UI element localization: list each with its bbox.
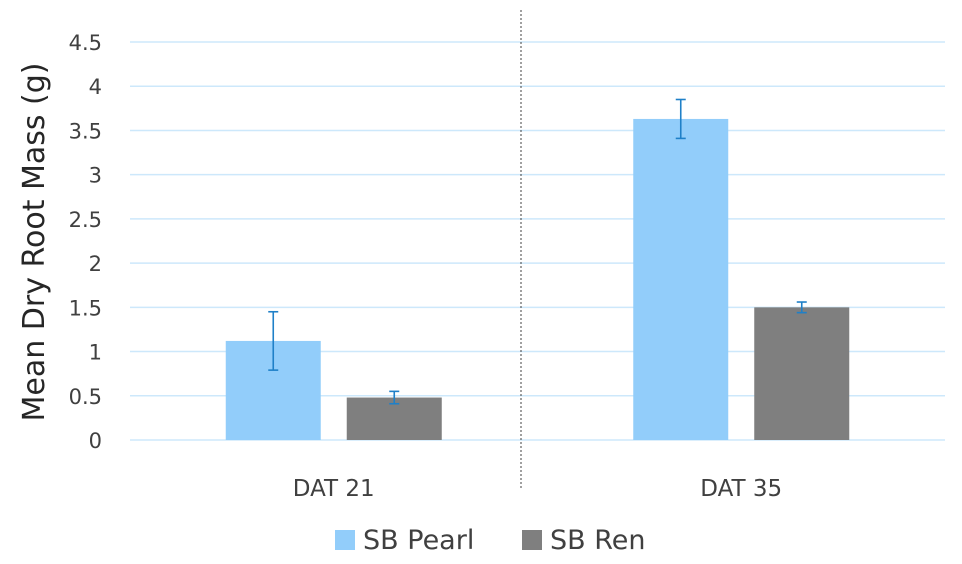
y-tick-label: 2 [89,252,102,276]
legend-label: SB Ren [550,525,646,556]
y-tick-label: 0 [89,429,102,453]
y-tick-label: 3 [89,164,102,188]
bar-sb-pearl-dat-35 [633,118,729,441]
y-tick-label: 1 [89,341,102,365]
error-bars [268,98,807,405]
x-category-label: DAT 35 [700,476,782,502]
y-axis-tick-labels: 0 0.5 1 1.5 2 2.5 3 3.5 4 4.5 [69,31,102,453]
legend: SB Pearl SB Ren [335,525,646,556]
bars [225,118,850,441]
y-axis-label: Mean Dry Root Mass (g) [17,62,52,421]
y-tick-label: 3.5 [69,119,102,143]
legend-label: SB Pearl [363,525,474,556]
legend-item: SB Pearl [335,525,474,556]
legend-item: SB Ren [522,525,646,556]
y-tick-label: 2.5 [69,208,102,232]
y-tick-label: 1.5 [69,296,102,320]
x-axis-category-labels: DAT 21 DAT 35 [293,476,782,502]
legend-swatch [522,530,542,550]
bar-sb-ren-dat-21 [346,397,442,440]
y-tick-label: 4 [89,75,102,99]
legend-swatch [335,530,355,550]
y-tick-label: 4.5 [69,31,102,55]
x-category-label: DAT 21 [293,476,375,502]
bar-sb-ren-dat-35 [754,307,850,440]
y-tick-label: 0.5 [69,385,102,409]
